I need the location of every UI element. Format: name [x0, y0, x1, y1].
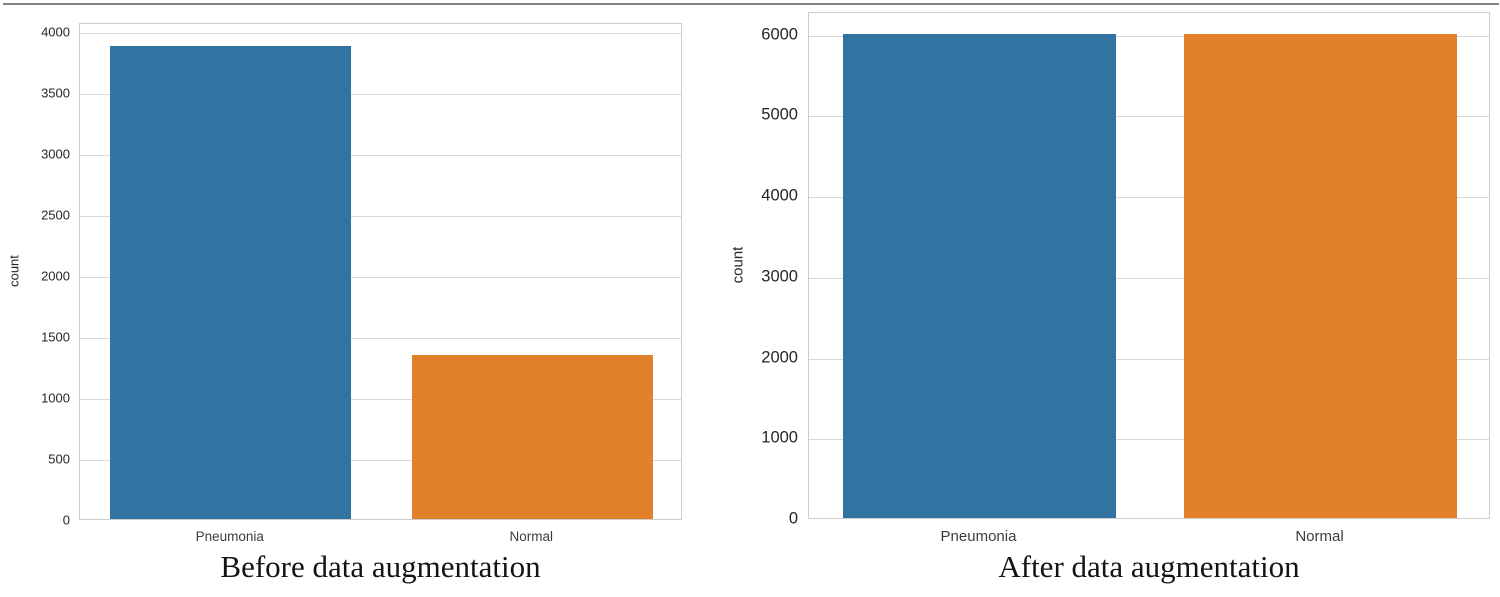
gridline-5000-after [809, 116, 1489, 118]
y-tick-label-500-before: 500 [48, 451, 70, 467]
y-tick-label-0-before: 0 [62, 512, 70, 528]
gridline-2000-before [80, 276, 681, 278]
y-tick-label-5000-after: 5000 [761, 105, 798, 124]
figure-top-border [3, 3, 1499, 5]
y-tick-label-4000-before: 4000 [41, 24, 70, 40]
y-tick-label-3500-before: 3500 [41, 85, 70, 101]
gridline-3000-after [809, 277, 1489, 279]
chart-caption-after: After data augmentation [998, 549, 1300, 584]
bar-normal-before [411, 355, 653, 519]
y-tick-label-3000-before: 3000 [41, 146, 70, 162]
y-tick-label-0-after: 0 [788, 509, 798, 528]
y-tick-label-2000-after: 2000 [761, 348, 798, 367]
y-tick-label-1500-before: 1500 [41, 329, 70, 345]
bar-pneumonia-after [843, 33, 1116, 518]
gridline-4000-before [80, 32, 681, 34]
y-tick-label-1000-before: 1000 [41, 390, 70, 406]
gridline-3000-before [80, 154, 681, 156]
plot-area-before [79, 23, 682, 520]
x-tick-label-pneumonia-before: Pneumonia [195, 529, 264, 544]
chart-caption-before: Before data augmentation [220, 549, 541, 584]
bar-normal-after [1184, 33, 1457, 518]
y-tick-label-6000-after: 6000 [761, 25, 798, 44]
y-tick-label-2000-before: 2000 [41, 268, 70, 284]
y-tick-label-2500-before: 2500 [41, 207, 70, 223]
y-tick-label-4000-after: 4000 [761, 186, 798, 205]
gridline-3500-before [80, 93, 681, 95]
y-tick-label-1000-after: 1000 [761, 428, 798, 447]
x-tick-label-normal-before: Normal [509, 529, 554, 544]
gridline-2500-before [80, 215, 681, 217]
plot-area-after [808, 12, 1490, 519]
gridline-500-before [80, 459, 681, 461]
bar-pneumonia-before [110, 45, 352, 519]
x-tick-label-normal-after: Normal [1295, 528, 1344, 545]
gridline-1500-before [80, 337, 681, 339]
x-tick-label-pneumonia-after: Pneumonia [940, 528, 1017, 545]
gridline-1000-before [80, 398, 681, 400]
gridline-2000-after [809, 358, 1489, 360]
gridline-4000-after [809, 197, 1489, 199]
gridline-1000-after [809, 439, 1489, 441]
y-tick-label-3000-after: 3000 [761, 267, 798, 286]
gridline-6000-after [809, 35, 1489, 37]
